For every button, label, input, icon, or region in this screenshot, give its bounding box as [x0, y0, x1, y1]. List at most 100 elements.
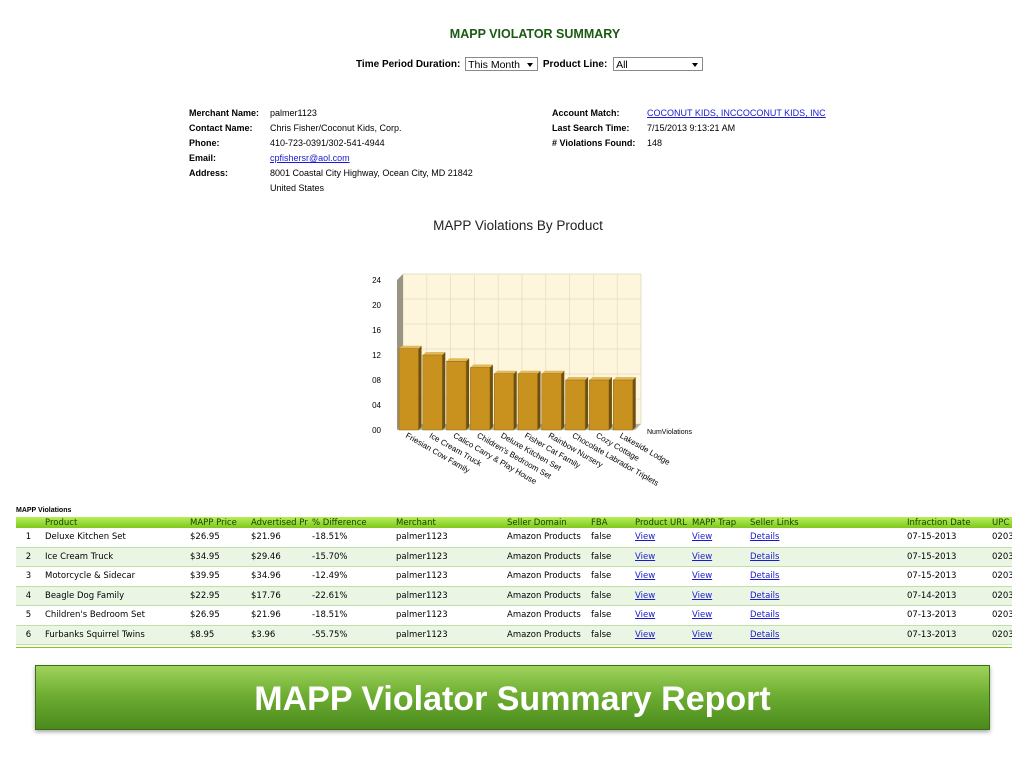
table-cell: 0203	[988, 547, 1012, 567]
table-cell-link[interactable]: Details	[746, 528, 903, 548]
seller-details-link[interactable]: Details	[750, 551, 780, 562]
table-cell: $22.95	[186, 586, 247, 606]
chart-bar	[422, 352, 446, 431]
column-header[interactable]: Infraction Date	[903, 517, 988, 528]
y-tick-label: 16	[372, 326, 381, 335]
column-header[interactable]: Merchant	[392, 517, 503, 528]
table-row: 4 Beagle Dog Family $22.95 $17.76 -22.61% pal…	[16, 586, 1012, 606]
mapp-trap-link[interactable]: View	[692, 610, 713, 621]
column-header[interactable]	[16, 517, 41, 528]
seller-details-link[interactable]: Details	[750, 571, 780, 582]
table-cell: 3	[16, 566, 41, 587]
table-cell: false	[587, 547, 631, 567]
table-cell-link[interactable]: Details	[746, 547, 903, 567]
table-cell: $34.96	[247, 566, 308, 587]
table-cell: false	[587, 566, 631, 587]
table-cell-link[interactable]: View	[631, 566, 688, 587]
column-header[interactable]: Product	[41, 517, 186, 528]
column-header[interactable]: Seller Domain	[503, 517, 587, 528]
table-cell-link[interactable]: View	[688, 547, 746, 567]
table-cell-link[interactable]: View	[688, 528, 746, 548]
account-match-label: Account Match:	[552, 108, 620, 118]
mapp-trap-link[interactable]: View	[692, 629, 713, 640]
violations-table: Product MAPP Price Advertised Pr% Differen…	[16, 517, 1012, 645]
table-cell-link[interactable]: View	[688, 566, 746, 587]
table-cell-link[interactable]: View	[631, 625, 688, 645]
table-cell-link[interactable]: Details	[746, 625, 903, 645]
column-header[interactable]: Seller Links	[746, 517, 903, 528]
column-header[interactable]: Product URL	[631, 517, 688, 528]
table-cell: palmer1123	[392, 605, 503, 626]
table-cell: 07-13-2013	[903, 625, 988, 645]
merchant-name-label: Merchant Name:	[189, 108, 260, 118]
table-cell: 0203	[988, 586, 1012, 606]
table-cell: 4	[16, 586, 41, 606]
mapp-trap-link[interactable]: View	[692, 590, 713, 601]
mapp-trap-link[interactable]: View	[692, 571, 713, 582]
table-cell: Children's Bedroom Set	[41, 605, 186, 626]
product-line-select[interactable]: All	[613, 57, 704, 71]
table-cell: -18.51%	[308, 605, 392, 626]
merchant-info-labels: Merchant Name: Contact Name: Phone: Emai…	[189, 106, 259, 181]
seller-details-link[interactable]: Details	[750, 610, 780, 621]
table-cell-link[interactable]: View	[688, 625, 746, 645]
table-cell-link[interactable]: Details	[746, 605, 903, 626]
period-select-value: This Month	[468, 59, 520, 71]
table-cell: -18.51%	[308, 528, 392, 548]
product-url-link[interactable]: View	[635, 532, 656, 543]
table-cell: Amazon Products	[503, 586, 587, 606]
table-cell-link[interactable]: View	[688, 586, 746, 606]
product-url-link[interactable]: View	[635, 551, 656, 562]
table-cell-link[interactable]: Details	[746, 586, 903, 606]
seller-details-link[interactable]: Details	[750, 590, 780, 601]
series-legend-label: NumViolations	[647, 429, 693, 436]
table-cell: Amazon Products	[503, 605, 587, 626]
table-cell: -12.49%	[308, 566, 392, 587]
y-tick-label: 04	[372, 401, 381, 410]
period-select[interactable]: This Month	[465, 57, 539, 71]
mapp-trap-link[interactable]: View	[692, 551, 713, 562]
table-cell-link[interactable]: View	[631, 586, 688, 606]
product-line-select-value: All	[616, 59, 628, 71]
table-cell-link[interactable]: View	[631, 547, 688, 567]
table-cell-link[interactable]: View	[631, 605, 688, 626]
column-header[interactable]: UPC	[988, 517, 1012, 528]
product-url-link[interactable]: View	[635, 590, 656, 601]
phone-label: Phone:	[189, 138, 220, 148]
chevron-down-icon	[527, 63, 534, 67]
table-cell-link[interactable]: View	[631, 528, 688, 548]
table-row: 3 Motorcycle & Sidecar $39.95 $34.96 -12.49%…	[16, 566, 1012, 587]
column-header[interactable]: FBA	[587, 517, 631, 528]
y-tick-label: 08	[372, 376, 381, 385]
column-header[interactable]: MAPP Price	[186, 517, 247, 528]
mapp-trap-link[interactable]: View	[692, 532, 713, 543]
product-url-link[interactable]: View	[635, 610, 656, 621]
product-url-link[interactable]: View	[635, 629, 656, 640]
column-header[interactable]: Advertised Pr	[247, 517, 308, 528]
address-line1: 8001 Coastal City Highway, Ocean City, M…	[270, 168, 473, 178]
seller-details-link[interactable]: Details	[750, 629, 780, 640]
table-cell: 2	[16, 547, 41, 567]
column-header[interactable]: % Difference	[308, 517, 392, 528]
table-cell-link[interactable]: View	[688, 605, 746, 626]
last-search-value: 7/15/2013 9:13:21 AM	[647, 123, 736, 133]
email-link[interactable]: cpfishersr@aol.com	[270, 153, 350, 163]
table-cell: 07-13-2013	[903, 605, 988, 626]
phone-value: 410-723-0391/302-541-4944	[270, 138, 385, 148]
table-cell-link[interactable]: Details	[746, 566, 903, 587]
table-cell: -55.75%	[308, 625, 392, 645]
table-row: 1 Deluxe Kitchen Set $26.95 $21.96 -18.51% pa…	[16, 528, 1012, 548]
table-cell: palmer1123	[392, 566, 503, 587]
merchant-name-value: palmer1123	[270, 108, 317, 118]
table-cell: 07-15-2013	[903, 566, 988, 587]
table-cell: -15.70%	[308, 547, 392, 567]
table-cell: 5	[16, 605, 41, 626]
column-header[interactable]: MAPP Trap	[688, 517, 746, 528]
product-url-link[interactable]: View	[635, 571, 656, 582]
chart-bar	[470, 364, 493, 431]
table-cell: Furbanks Squirrel Twins	[41, 625, 186, 645]
table-cell: $26.95	[186, 605, 247, 626]
table-cell: Amazon Products	[503, 547, 587, 567]
account-match-link[interactable]: COCONUT KIDS, INCCOCONUT KIDS, INC	[647, 108, 826, 118]
seller-details-link[interactable]: Details	[750, 532, 780, 543]
